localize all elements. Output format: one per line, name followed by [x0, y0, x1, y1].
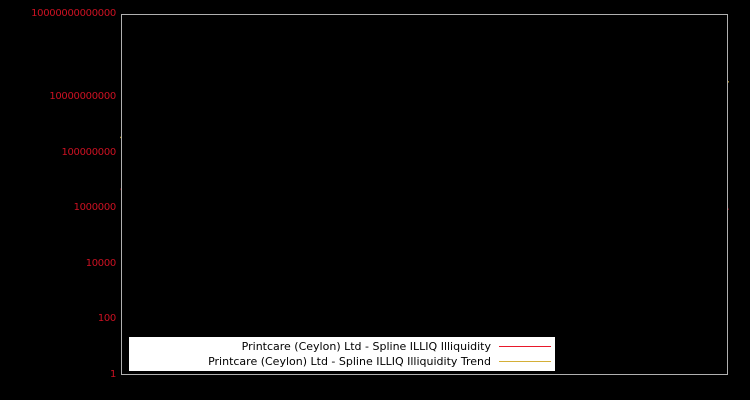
legend-item[interactable]: Printcare (Ceylon) Ltd - Spline ILLIQ Il…	[129, 339, 555, 354]
y-axis-tick-label: 1	[109, 369, 116, 380]
chart-legend: Printcare (Ceylon) Ltd - Spline ILLIQ Il…	[128, 336, 556, 372]
y-axis-tick-label: 10000	[85, 257, 117, 269]
legend-label: Printcare (Ceylon) Ltd - Spline ILLIQ Il…	[241, 340, 491, 353]
y-axis-tick-label: 100	[97, 313, 116, 325]
legend-color-swatch-trend	[499, 361, 551, 362]
legend-color-swatch-illiquidity	[499, 346, 551, 347]
legend-label: Printcare (Ceylon) Ltd - Spline ILLIQ Il…	[208, 355, 491, 368]
legend-item[interactable]: Printcare (Ceylon) Ltd - Spline ILLIQ Il…	[129, 354, 555, 369]
y-axis-tick-label: 10000000000000	[31, 8, 116, 19]
y-axis-tick-label: 1000000	[73, 202, 117, 214]
plot-frame	[121, 14, 728, 375]
y-axis-tick-label: 10000000000	[49, 91, 116, 103]
y-axis-tick-label: 100000000	[61, 146, 116, 158]
